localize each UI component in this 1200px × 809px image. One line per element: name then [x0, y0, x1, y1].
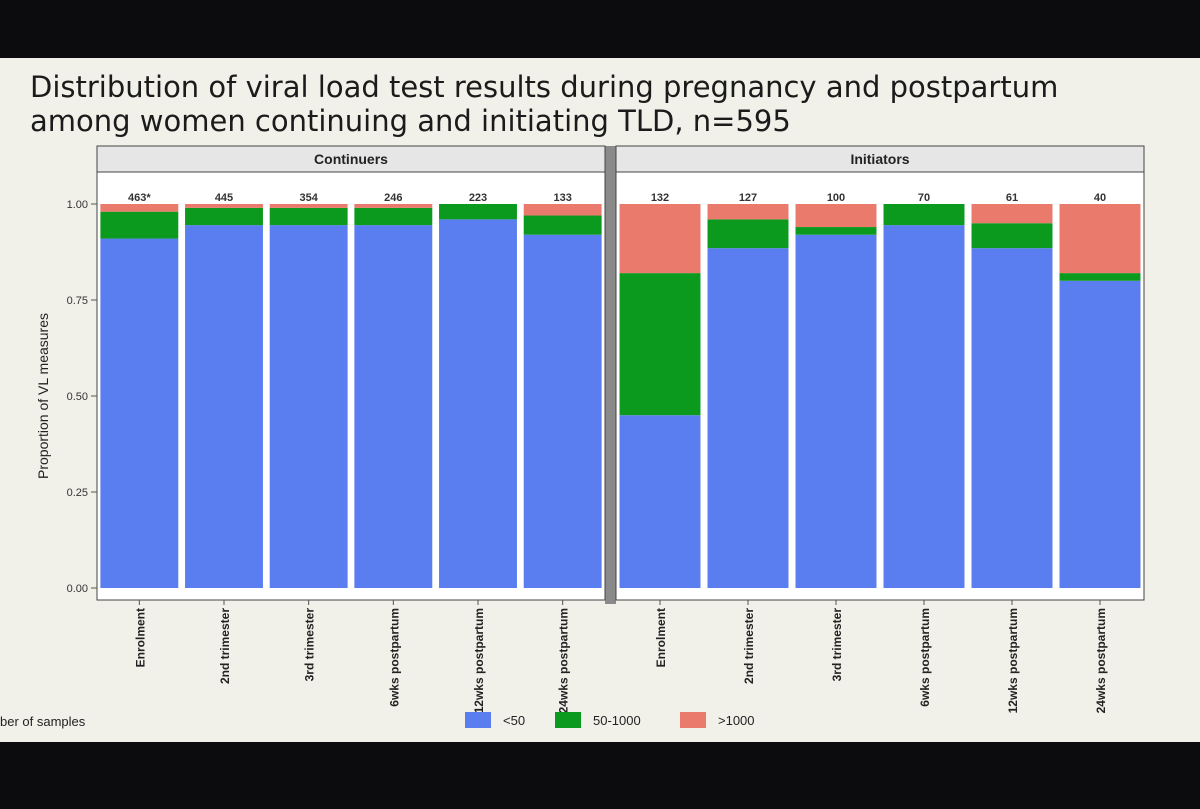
slide: Distribution of viral load test results … — [0, 58, 1200, 742]
bar-count-label: 61 — [1006, 192, 1018, 204]
bar-segment-50 — [185, 225, 263, 588]
legend-label: <50 — [503, 713, 525, 728]
bar-segment-50-1000 — [269, 207, 348, 226]
panel-strip — [615, 145, 1145, 173]
x-tick-label: 24wks postpartum — [1094, 608, 1108, 713]
y-axis-label: Proportion of VL measures — [35, 313, 51, 479]
legend-swatch-lt50 — [465, 712, 491, 728]
bar-count-label: 133 — [553, 192, 571, 204]
bar-segment-1000 — [269, 204, 348, 208]
bar-count-label: 223 — [469, 192, 487, 204]
footnote: ber of samples — [0, 714, 86, 729]
bar-segment-1000 — [619, 204, 701, 274]
bar-segment-50-1000 — [185, 207, 263, 226]
y-tick-label: 0.00 — [67, 583, 88, 595]
panel-title: Continuers — [314, 151, 388, 167]
bar-segment-50 — [707, 248, 789, 588]
bar-segment-50 — [1059, 280, 1141, 588]
bar-segment-50-1000 — [707, 219, 789, 249]
title-line-2: among women continuing and initiating TL… — [30, 104, 791, 138]
legend-label: 50-1000 — [593, 713, 641, 728]
bar-segment-50 — [100, 238, 179, 588]
x-tick-label: Enrolment — [654, 608, 668, 667]
x-tick-label: 2nd trimester — [742, 608, 756, 684]
bar-segment-50 — [971, 248, 1053, 588]
bar-segment-50-1000 — [523, 215, 602, 235]
bar-segment-50-1000 — [619, 273, 701, 416]
bar-segment-50-1000 — [795, 227, 877, 235]
bar-segment-1000 — [1059, 204, 1141, 274]
bar-segment-50-1000 — [883, 204, 965, 226]
bar-count-label: 100 — [827, 192, 845, 204]
x-tick-label: 12wks postpartum — [1006, 608, 1020, 713]
panel-divider — [605, 146, 616, 604]
bar-segment-1000 — [185, 204, 263, 208]
panel-plot-area — [96, 171, 606, 601]
panel-strip — [96, 145, 606, 173]
bar-segment-50 — [883, 225, 965, 588]
bar-segment-50 — [439, 219, 517, 589]
bar-segment-50-1000 — [1059, 273, 1141, 281]
bar-segment-50 — [269, 225, 348, 588]
y-tick-label: 0.25 — [67, 487, 88, 499]
bar-segment-50 — [619, 415, 701, 588]
bar-count-label: 70 — [918, 192, 930, 204]
legend-swatch-gt1000 — [680, 712, 706, 728]
x-tick-label: 3rd trimester — [303, 608, 317, 682]
x-tick-label: 6wks postpartum — [918, 608, 932, 707]
bar-segment-50 — [523, 234, 602, 588]
bar-segment-1000 — [523, 204, 602, 216]
bar-segment-1000 — [707, 204, 789, 220]
x-tick-label: 6wks postpartum — [387, 608, 401, 707]
bar-segment-50-1000 — [354, 207, 433, 226]
bar-count-label: 463* — [128, 192, 151, 204]
bar-segment-1000 — [354, 204, 433, 208]
bar-segment-1000 — [795, 204, 877, 228]
slide-title: Distribution of viral load test results … — [30, 70, 1058, 138]
bar-segment-50-1000 — [971, 223, 1053, 249]
x-tick-label: 12wks postpartum — [472, 608, 486, 713]
x-tick-label: Enrolment — [133, 608, 147, 667]
bar-count-label: 445 — [215, 192, 233, 204]
x-tick-label: 24wks postpartum — [557, 608, 571, 713]
bar-count-label: 127 — [739, 192, 757, 204]
x-tick-label: 3rd trimester — [830, 608, 844, 682]
y-tick-label: 0.50 — [67, 391, 88, 403]
bar-segment-1000 — [100, 204, 179, 212]
panel-plot-area — [615, 171, 1145, 601]
bar-count-label: 354 — [299, 192, 318, 204]
bar-segment-50 — [795, 234, 877, 588]
bar-segment-50-1000 — [439, 204, 517, 220]
x-tick-label: 2nd trimester — [218, 608, 232, 684]
y-tick-label: 0.75 — [67, 295, 88, 307]
bar-count-label: 246 — [384, 192, 402, 204]
legend-label: >1000 — [718, 713, 755, 728]
title-line-1: Distribution of viral load test results … — [30, 70, 1059, 104]
bar-segment-50-1000 — [100, 211, 179, 239]
bar-segment-50 — [354, 225, 433, 588]
bar-segment-1000 — [971, 204, 1053, 224]
bar-count-label: 132 — [651, 192, 669, 204]
stacked-bar-chart: Proportion of VL measures 0.00 0.25 0.50 0.7… — [35, 145, 1145, 728]
panel-title: Initiators — [850, 151, 909, 167]
y-tick-label: 1.00 — [67, 199, 88, 211]
legend-swatch-50-1000 — [555, 712, 581, 728]
bar-count-label: 40 — [1094, 192, 1106, 204]
